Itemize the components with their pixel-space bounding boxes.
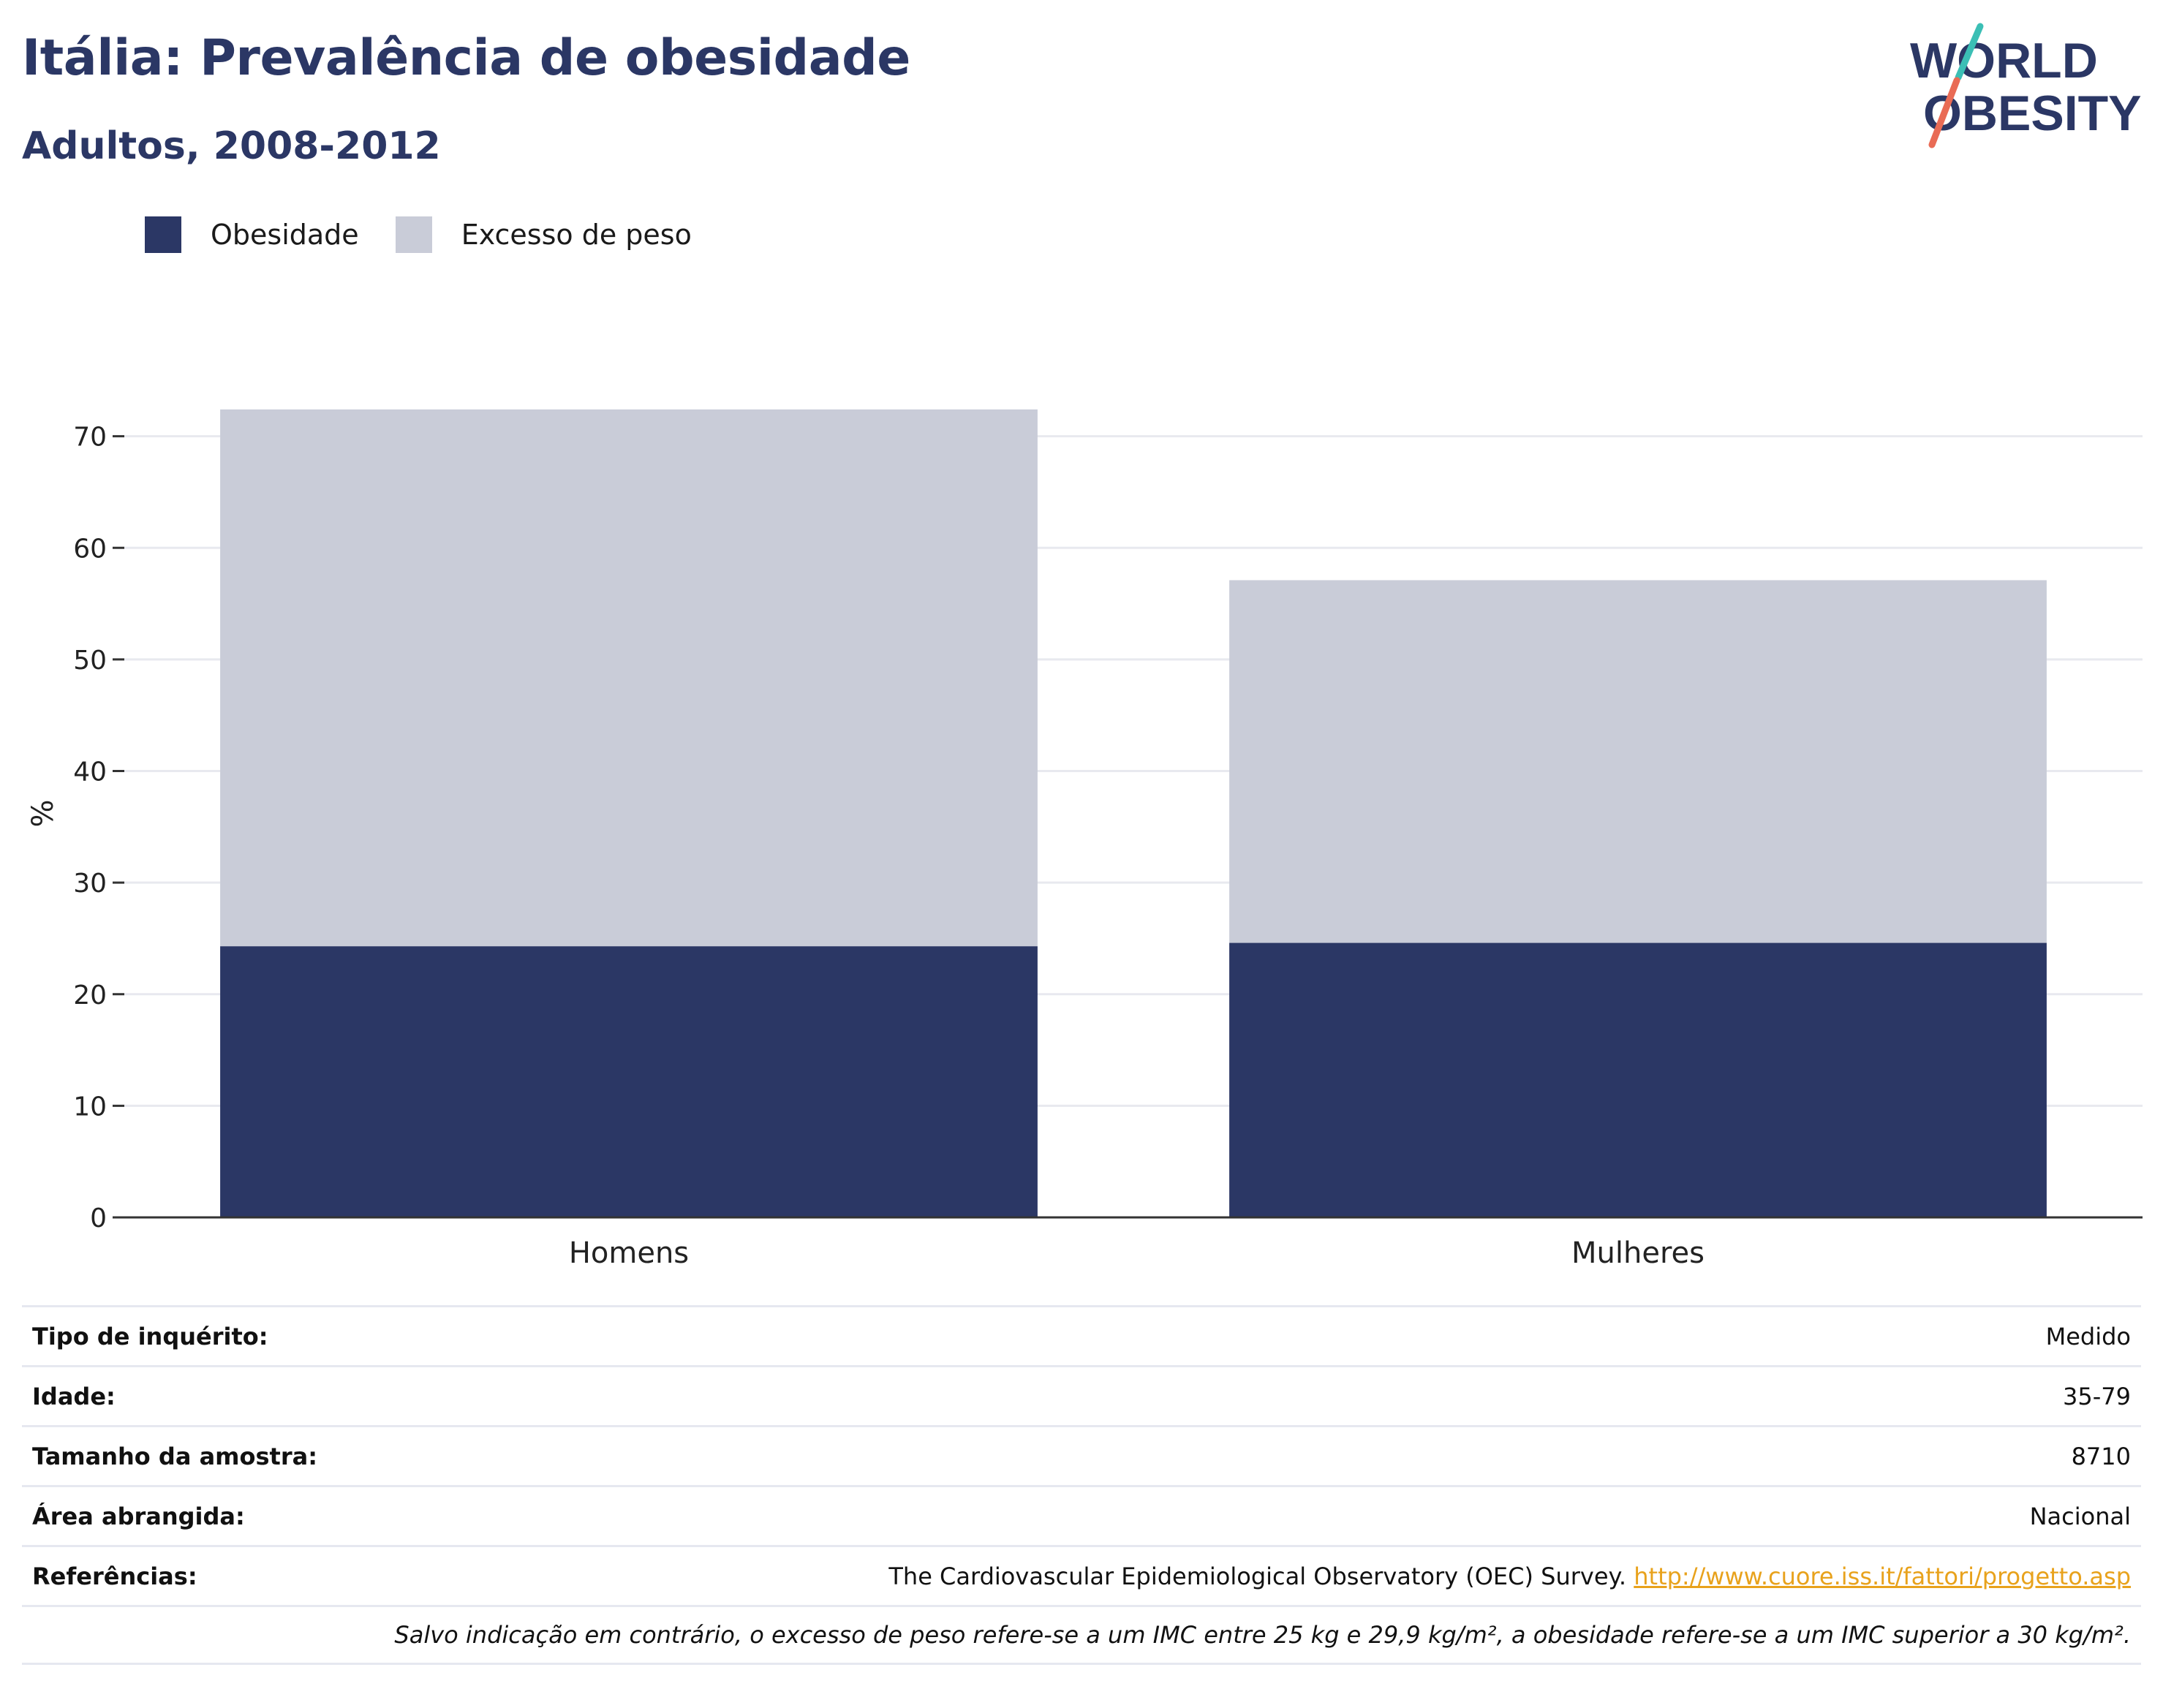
y-tick-label-50: 50	[73, 646, 107, 676]
x-tick-label-homens: Homens	[569, 1236, 689, 1270]
bar-excesso-de-peso-mulheres	[1229, 580, 2047, 943]
svg-text:OBESITY: OBESITY	[1923, 86, 2142, 141]
y-tick-label-0: 0	[90, 1203, 107, 1233]
chart-legend: Obesidade Excesso de peso	[145, 216, 728, 253]
references-label: Referências:	[32, 1562, 197, 1590]
meta-row-sample-size: Tamanho da amostra: 8710	[22, 1425, 2141, 1485]
bar-obesidade-homens	[220, 946, 1038, 1217]
meta-row-age: Idade: 35-79	[22, 1365, 2141, 1425]
age-value: 35-79	[2063, 1382, 2131, 1410]
meta-row-references: Referências: The Cardiovascular Epidemio…	[22, 1545, 2141, 1605]
y-axis-label: %	[26, 799, 60, 827]
legend-label-obesidade: Obesidade	[211, 219, 359, 251]
legend-swatch-obesidade	[145, 216, 181, 253]
y-tick-label-40: 40	[73, 757, 107, 787]
meta-row-survey-type: Tipo de inquérito: Medido	[22, 1305, 2141, 1365]
y-tick-label-60: 60	[73, 534, 107, 564]
bar-obesidade-mulheres	[1229, 942, 2047, 1217]
svg-text:WORLD: WORLD	[1910, 33, 2098, 88]
x-tick-label-mulheres: Mulheres	[1571, 1236, 1705, 1270]
definition-note: Salvo indicação em contrário, o excesso …	[394, 1621, 2131, 1649]
page-title: Itália: Prevalência de obesidade	[22, 29, 910, 87]
survey-type-label: Tipo de inquérito:	[32, 1322, 268, 1350]
y-tick-label-10: 10	[73, 1092, 107, 1122]
references-value: The Cardiovascular Epidemiological Obser…	[888, 1562, 2131, 1590]
references-text: The Cardiovascular Epidemiological Obser…	[888, 1562, 1627, 1590]
survey-type-value: Medido	[2045, 1322, 2131, 1350]
legend-label-excesso-de-peso: Excesso de peso	[461, 219, 692, 251]
y-tick-label-20: 20	[73, 980, 107, 1010]
metadata-table: Tipo de inquérito: Medido Idade: 35-79 T…	[22, 1305, 2141, 1665]
legend-item-obesidade[interactable]: Obesidade	[145, 216, 359, 253]
sample-size-label: Tamanho da amostra:	[32, 1442, 317, 1470]
area-value: Nacional	[2029, 1502, 2131, 1530]
legend-swatch-excesso-de-peso	[395, 216, 432, 253]
legend-item-excesso-de-peso[interactable]: Excesso de peso	[395, 216, 692, 253]
y-tick-label-30: 30	[73, 869, 107, 899]
area-label: Área abrangida:	[32, 1502, 245, 1530]
meta-row-note: Salvo indicação em contrário, o excesso …	[22, 1605, 2141, 1665]
y-tick-label-70: 70	[73, 423, 107, 453]
bar-excesso-de-peso-homens	[220, 409, 1038, 947]
meta-row-area: Área abrangida: Nacional	[22, 1485, 2141, 1545]
world-obesity-logo: WORLD OBESITY	[1910, 23, 2142, 148]
sample-size-value: 8710	[2071, 1442, 2131, 1470]
age-label: Idade:	[32, 1382, 116, 1410]
page-subtitle: Adultos, 2008-2012	[22, 124, 441, 168]
bar-chart: 0 10 20 30 40 50 60 70% Homens Mulheres	[26, 409, 2143, 1270]
references-link[interactable]: http://www.cuore.iss.it/fattori/progetto…	[1634, 1562, 2131, 1590]
